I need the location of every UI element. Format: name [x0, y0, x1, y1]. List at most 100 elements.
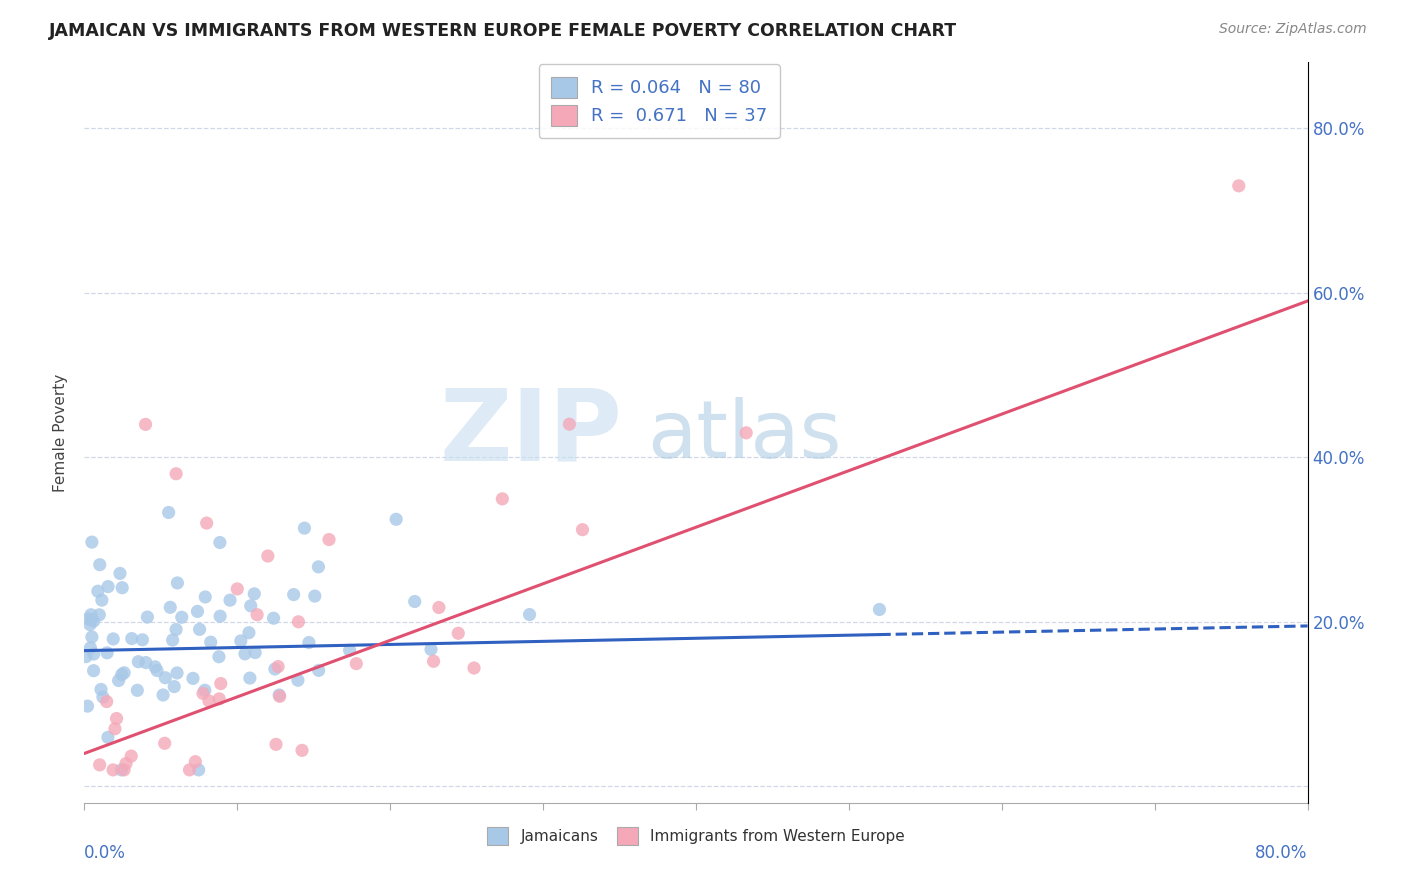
Point — [111, 581, 134, 595]
Point — [79, 617, 101, 632]
Legend: Jamaicans, Immigrants from Western Europe: Jamaicans, Immigrants from Western Europ… — [481, 821, 911, 851]
Point — [491, 491, 513, 506]
Point — [146, 664, 169, 678]
Point — [385, 512, 408, 526]
Point — [269, 688, 291, 702]
Point — [135, 656, 157, 670]
Point — [166, 665, 188, 680]
Point — [229, 634, 252, 648]
Text: JAMAICAN VS IMMIGRANTS FROM WESTERN EUROPE FEMALE POVERTY CORRELATION CHART: JAMAICAN VS IMMIGRANTS FROM WESTERN EURO… — [49, 22, 957, 40]
Point — [298, 635, 321, 649]
Point — [294, 521, 316, 535]
Point — [89, 757, 111, 772]
Point — [97, 731, 120, 745]
Point — [181, 672, 204, 686]
Point — [127, 655, 149, 669]
Point — [77, 612, 100, 626]
Point — [208, 691, 231, 706]
Point — [76, 699, 98, 714]
Point — [869, 602, 891, 616]
Point — [155, 671, 177, 685]
Point — [243, 587, 266, 601]
Point — [264, 662, 287, 676]
Point — [420, 642, 443, 657]
Point — [83, 647, 105, 661]
Point — [79, 640, 101, 655]
Point — [283, 588, 305, 602]
Point — [83, 614, 105, 628]
Point — [233, 647, 256, 661]
Point — [287, 615, 309, 629]
Point — [166, 576, 188, 591]
Point — [186, 604, 208, 618]
Point — [187, 763, 209, 777]
Point — [153, 736, 176, 750]
Point — [264, 737, 287, 751]
Point — [127, 683, 149, 698]
Text: ZIP: ZIP — [440, 384, 623, 481]
Text: 0.0%: 0.0% — [84, 844, 127, 862]
Point — [1227, 178, 1250, 193]
Point — [165, 467, 187, 481]
Point — [80, 535, 103, 549]
Point — [152, 688, 174, 702]
Point — [307, 559, 329, 574]
Point — [246, 607, 269, 622]
Point — [339, 643, 361, 657]
Point — [208, 535, 231, 549]
Point — [195, 516, 218, 530]
Point — [135, 417, 157, 432]
Text: 80.0%: 80.0% — [1256, 844, 1308, 862]
Point — [159, 600, 181, 615]
Point — [112, 763, 135, 777]
Point — [198, 694, 221, 708]
Point — [304, 589, 326, 603]
Point — [104, 722, 127, 736]
Point — [89, 558, 111, 572]
Y-axis label: Female Poverty: Female Poverty — [53, 374, 69, 491]
Text: Source: ZipAtlas.com: Source: ZipAtlas.com — [1219, 22, 1367, 37]
Point — [427, 600, 450, 615]
Point — [179, 763, 201, 777]
Point — [107, 673, 129, 688]
Point — [422, 654, 444, 668]
Point — [91, 690, 114, 704]
Point — [112, 665, 135, 680]
Point — [219, 593, 242, 607]
Point — [96, 646, 118, 660]
Point — [111, 667, 134, 681]
Point — [257, 549, 280, 563]
Point — [226, 582, 249, 596]
Point — [308, 664, 330, 678]
Point — [291, 743, 314, 757]
Point — [163, 680, 186, 694]
Point — [83, 664, 105, 678]
Point — [239, 671, 262, 685]
Point — [184, 755, 207, 769]
Point — [209, 609, 232, 624]
Point — [89, 607, 111, 622]
Point — [238, 625, 260, 640]
Point — [209, 676, 232, 690]
Point — [105, 712, 128, 726]
Point — [243, 646, 266, 660]
Point — [194, 683, 217, 698]
Point — [191, 686, 214, 700]
Point — [131, 632, 153, 647]
Point — [97, 580, 120, 594]
Point — [115, 756, 138, 771]
Point — [108, 566, 131, 581]
Point — [263, 611, 285, 625]
Point — [110, 763, 132, 777]
Point — [269, 690, 291, 704]
Point — [200, 635, 222, 649]
Point — [80, 607, 103, 622]
Point — [170, 610, 193, 624]
Point — [287, 673, 309, 688]
Point — [87, 584, 110, 599]
Point — [267, 659, 290, 673]
Text: atlas: atlas — [647, 397, 841, 475]
Point — [90, 593, 112, 607]
Point — [75, 649, 97, 664]
Point — [90, 682, 112, 697]
